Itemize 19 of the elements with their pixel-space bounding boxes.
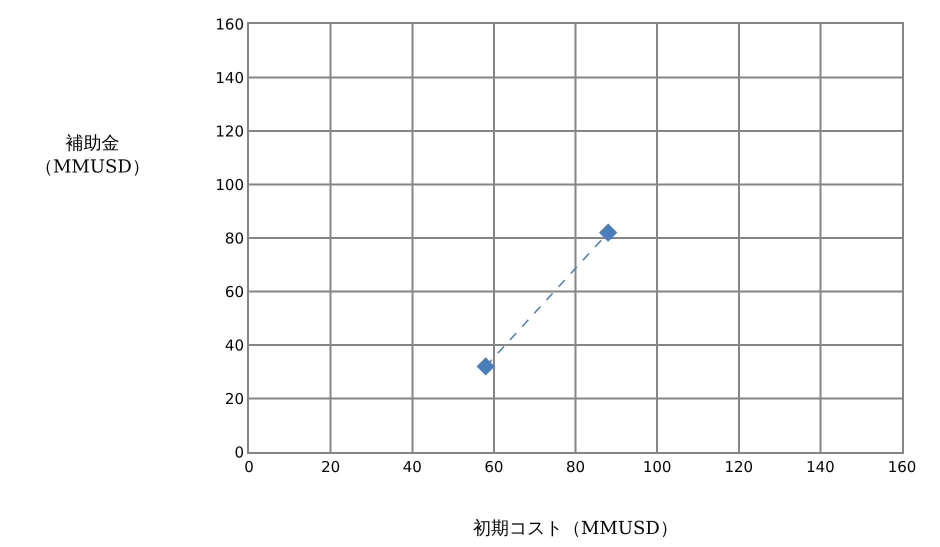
y-tick-label: 120 bbox=[215, 122, 244, 140]
y-tick-label: 0 bbox=[234, 443, 244, 462]
y-tick-label: 60 bbox=[224, 282, 244, 301]
y-tick-label: 100 bbox=[215, 176, 244, 194]
y-tick-label: 40 bbox=[224, 336, 244, 354]
y-axis-title: 補助金（MMUSD） bbox=[35, 133, 150, 178]
x-tick-label: 140 bbox=[806, 458, 835, 476]
x-tick-label: 160 bbox=[888, 458, 916, 476]
y-tick-label: 20 bbox=[224, 390, 244, 408]
x-tick-label: 80 bbox=[566, 458, 586, 476]
x-tick-label: 100 bbox=[642, 458, 672, 476]
x-tick-label: 120 bbox=[724, 458, 754, 476]
x-tick-label: 40 bbox=[402, 458, 422, 476]
y-tick-label: 140 bbox=[215, 68, 244, 87]
x-tick-label: 20 bbox=[321, 458, 340, 476]
y-tick-label: 160 bbox=[215, 15, 244, 34]
x-axis-title: 初期コスト（MMUSD） bbox=[473, 518, 678, 539]
y-tick-label: 80 bbox=[224, 229, 244, 248]
x-tick-label: 60 bbox=[484, 458, 504, 476]
